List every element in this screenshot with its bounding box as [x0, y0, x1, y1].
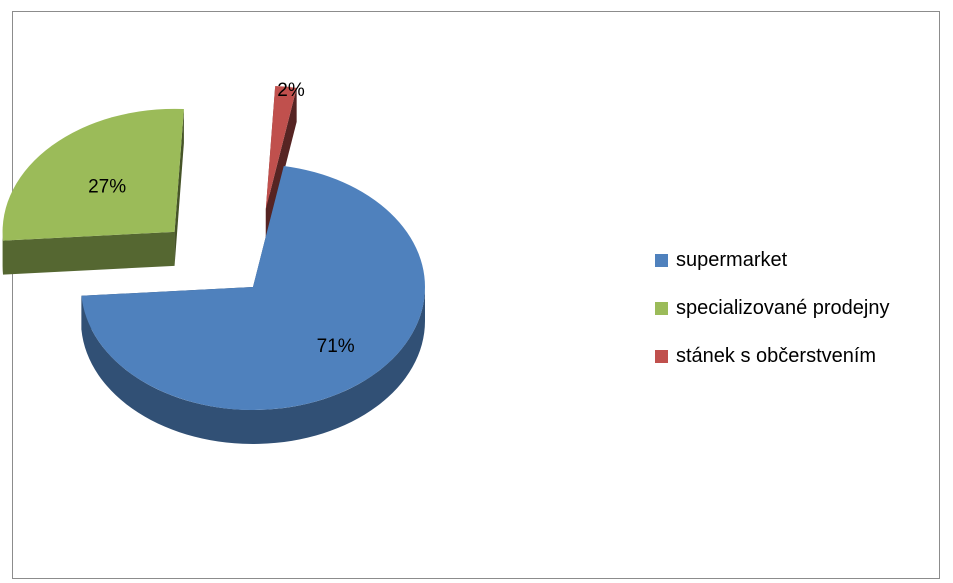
legend-swatch-specializovane-prodejny: [655, 301, 668, 315]
slice-top-supermarket: [81, 165, 425, 410]
legend-item-stanek: stánek s občerstvením: [655, 332, 889, 380]
slice-side-supermarket: [81, 287, 425, 445]
legend-label-stanek: stánek s občerstvením: [676, 344, 877, 367]
legend: supermarket specializované prodejny stán…: [655, 236, 889, 380]
legend-swatch-stanek: [655, 349, 668, 363]
data-label-stanek: 2%: [277, 80, 305, 101]
slice-wall-end-specializovane-prodejny: [174, 109, 184, 266]
slice-top-specializovane-prodejny: [2, 108, 184, 241]
legend-label-specializovane-prodejny: specializované prodejny: [676, 296, 890, 319]
legend-swatch-supermarket: [655, 253, 668, 267]
data-label-supermarket: 71%: [317, 336, 355, 357]
data-label-specializovane-prodejny: 27%: [88, 176, 126, 197]
slice-top-stanek: [265, 86, 297, 209]
slice-wall-end-stanek: [265, 87, 297, 243]
legend-item-supermarket: supermarket: [655, 236, 889, 284]
legend-item-specializovane-prodejny: specializované prodejny: [655, 284, 889, 332]
legend-label-supermarket: supermarket: [676, 248, 788, 271]
slice-wall-start-specializovane-prodejny: [2, 231, 175, 275]
